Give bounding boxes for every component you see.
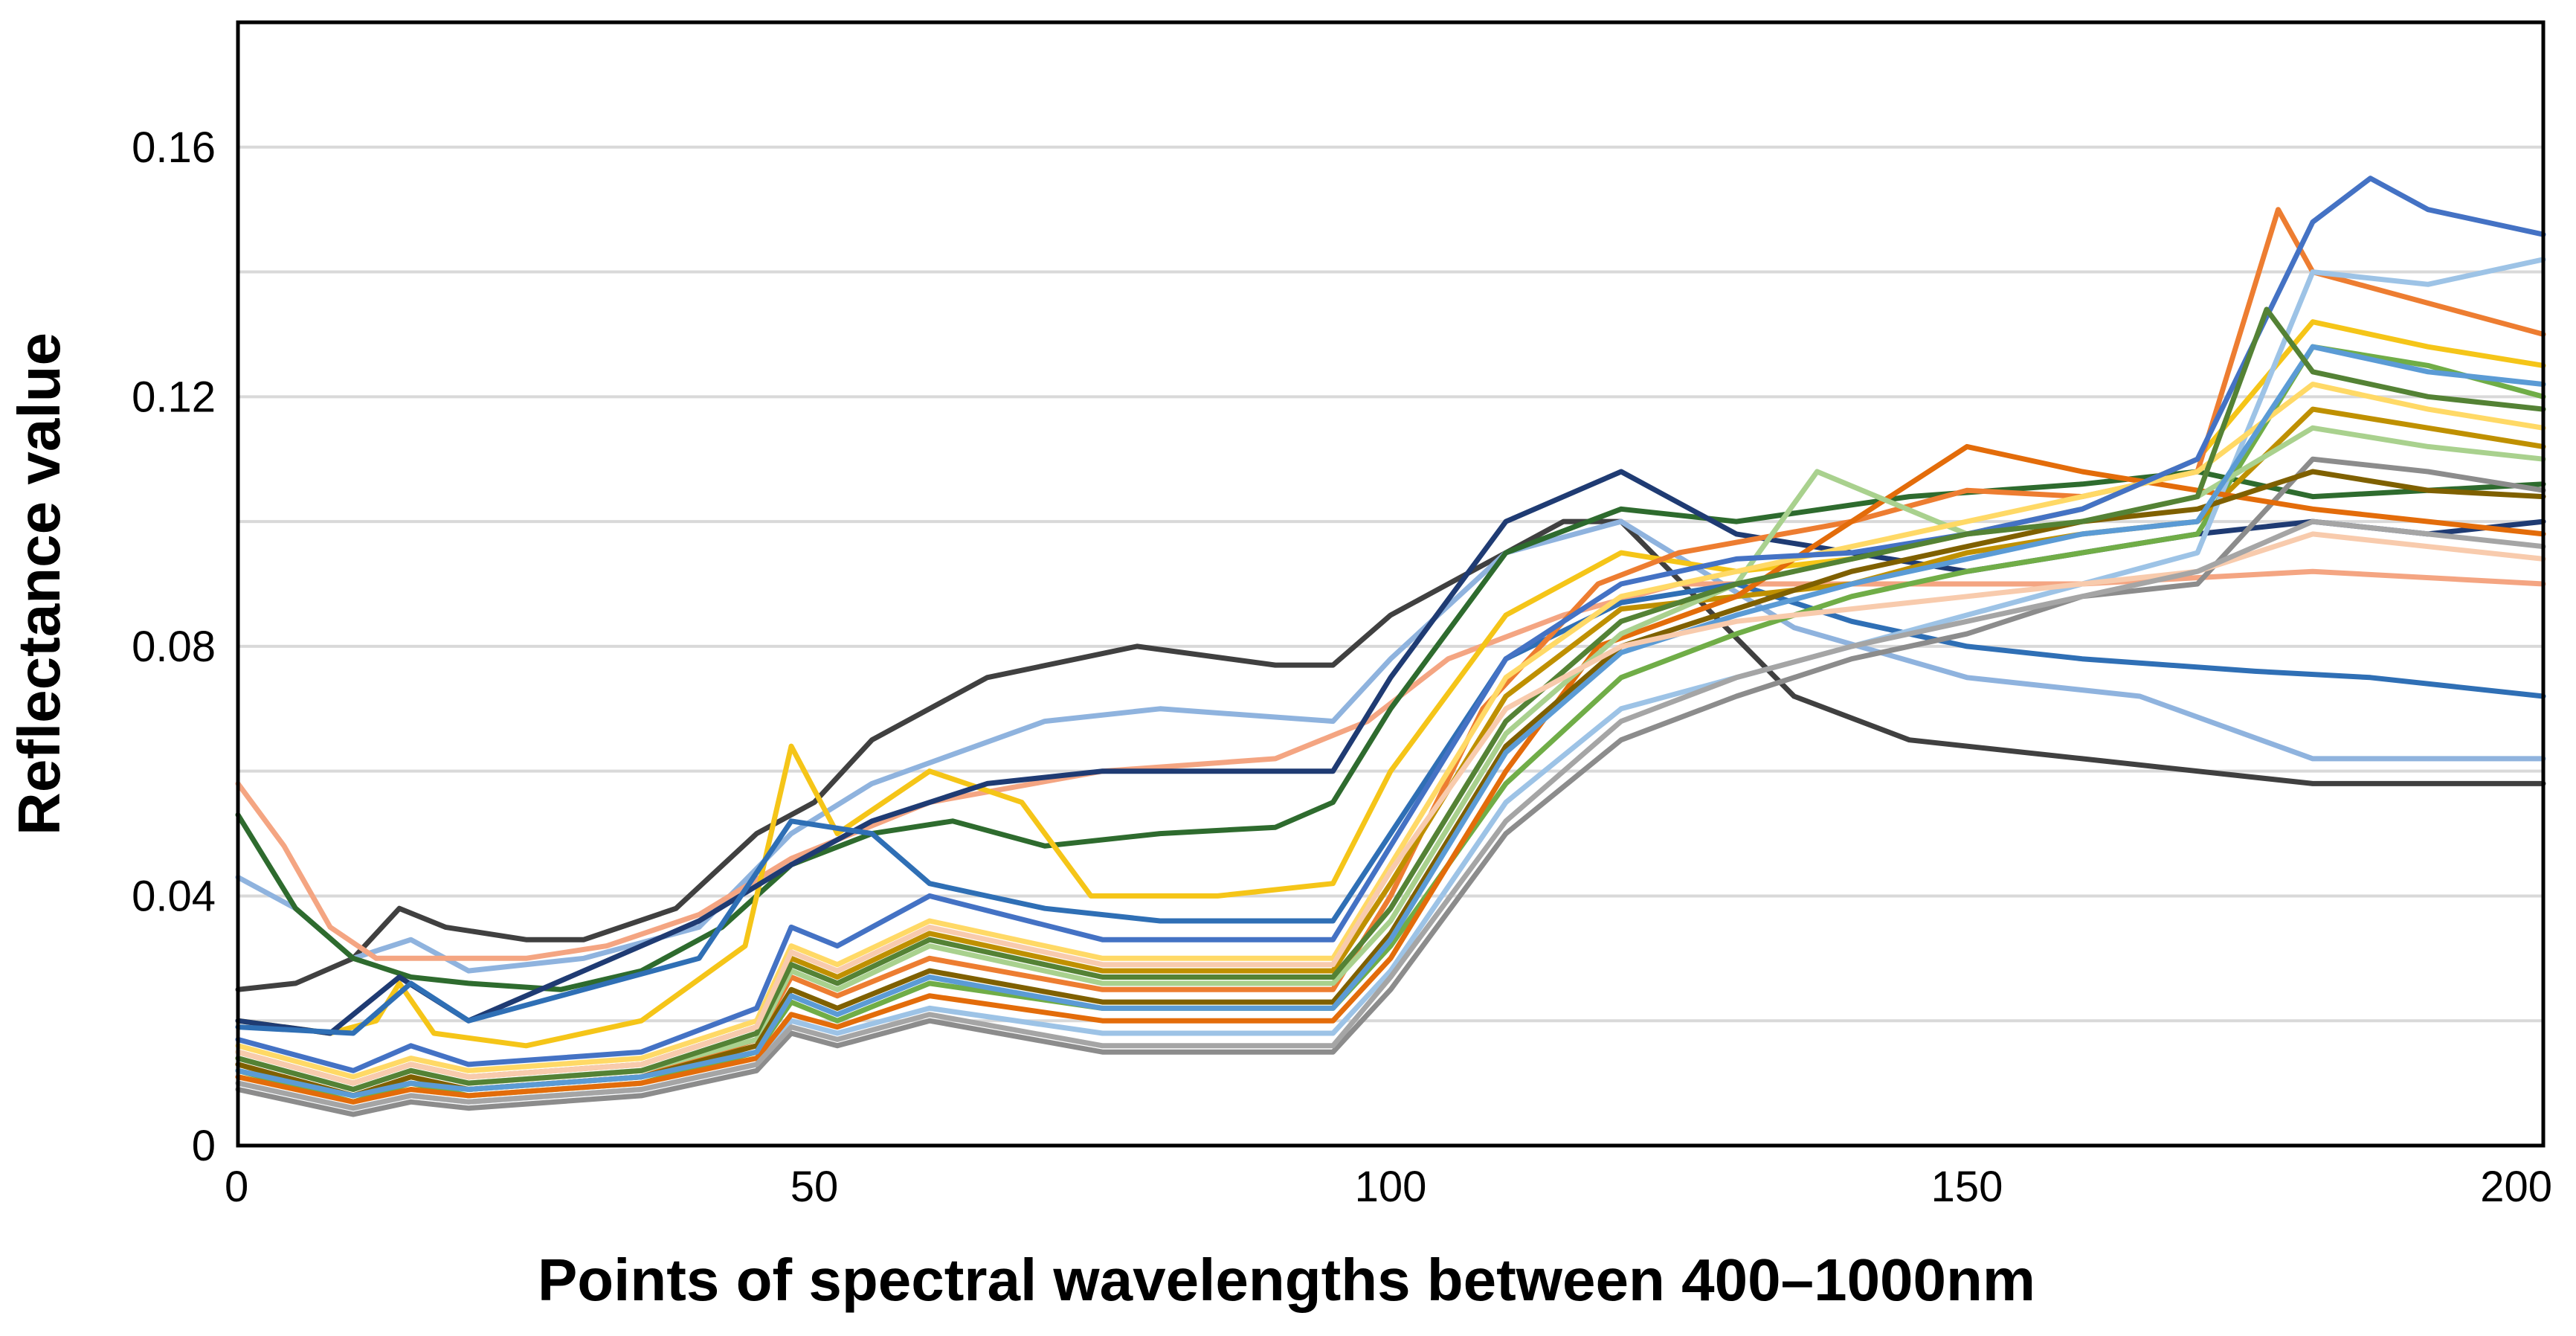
y-tick-label: 0.12 (132, 373, 216, 421)
series-line-mid-gray (235, 518, 2546, 1111)
series-line-orange-peach (235, 568, 2546, 961)
x-tick-label: 200 (2480, 1163, 2552, 1211)
series-line-blue-2 (235, 176, 2546, 1073)
series-line-orange-1 (235, 207, 2546, 1099)
x-tick-label: 50 (790, 1163, 839, 1211)
series-line-light-blue-1 (235, 518, 2546, 974)
series-line-blue-mid-1 (235, 581, 2546, 1036)
x-tick-label: 0 (225, 1163, 248, 1211)
plot-area-frame (236, 20, 2546, 1148)
y-tick-label: 0.16 (132, 123, 216, 172)
series-line-dark-green (235, 469, 2546, 992)
series-line-gray-1 (235, 456, 2546, 1117)
series-line-salmon (235, 531, 2546, 1086)
y-tick-label: 0 (192, 1122, 216, 1170)
series-line-dark-gray-high (235, 518, 2546, 992)
y-axis-title: Reflectance value (6, 333, 72, 835)
series-lines (235, 176, 2546, 1117)
y-tick-label: 0.04 (132, 872, 216, 920)
x-tick-label: 150 (1931, 1163, 2003, 1211)
series-line-dark-olive (235, 469, 2546, 1099)
series-line-orange-2 (235, 443, 2546, 1105)
y-tick-label: 0.08 (132, 623, 216, 671)
x-tick-label: 100 (1355, 1163, 1427, 1211)
series-line-grass-green (235, 306, 2546, 1092)
x-axis-ticks: 0 50 100 150 200 (225, 1163, 2552, 1211)
y-axis-ticks: 0 0.04 0.08 0.12 0.16 (132, 123, 216, 1170)
x-axis-title: Points of spectral wavelengths between 4… (538, 1247, 2035, 1313)
series-line-steel-blue (235, 344, 2546, 1099)
